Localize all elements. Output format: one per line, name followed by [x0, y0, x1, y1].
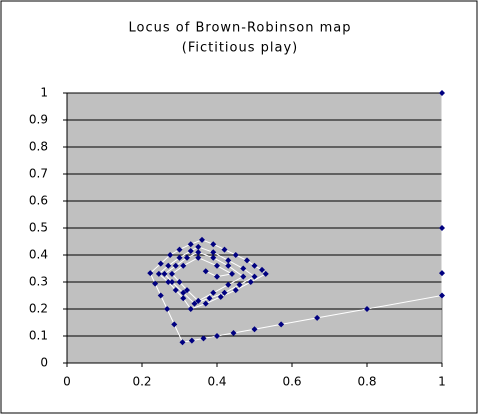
point — [169, 270, 175, 277]
y-tick-label: 1 — [40, 86, 48, 100]
point — [214, 333, 220, 339]
point — [191, 300, 198, 307]
point — [157, 260, 164, 267]
point — [155, 270, 162, 277]
y-tick-label: 0.6 — [29, 194, 48, 208]
point — [262, 270, 269, 277]
point — [184, 287, 190, 294]
point — [176, 246, 183, 253]
point — [278, 321, 285, 328]
point — [161, 270, 168, 277]
point — [251, 273, 258, 280]
y-tick-label: 0.5 — [29, 221, 48, 235]
point — [195, 243, 202, 250]
point — [259, 266, 265, 273]
point — [152, 280, 159, 287]
point — [439, 292, 445, 299]
point — [195, 297, 202, 304]
point — [439, 270, 445, 277]
x-tick-label: 0.2 — [132, 375, 151, 389]
point — [229, 270, 235, 277]
x-tick-label: 1 — [438, 375, 446, 389]
point — [202, 268, 209, 275]
point — [200, 335, 207, 342]
point — [439, 225, 445, 231]
point — [314, 314, 321, 321]
point — [210, 289, 217, 296]
point — [225, 262, 232, 269]
point — [202, 300, 209, 307]
point — [210, 241, 217, 248]
y-tick-label: 0.7 — [29, 167, 48, 181]
point — [199, 236, 205, 243]
y-tick-label: 0.9 — [29, 113, 48, 127]
point — [244, 257, 250, 264]
point — [180, 295, 187, 302]
chart-subtitle: (Fictitious play) — [182, 41, 298, 56]
y-tick-label: 0.2 — [29, 302, 48, 316]
point — [236, 281, 243, 288]
x-tick-label: 0 — [63, 375, 71, 389]
point — [364, 306, 370, 312]
point — [221, 246, 228, 253]
point — [225, 281, 232, 288]
point — [247, 279, 254, 285]
point — [214, 262, 220, 269]
y-tick-label: 0.3 — [29, 275, 48, 289]
point — [225, 257, 232, 264]
point — [214, 273, 220, 280]
y-tick-label: 0 — [40, 356, 48, 370]
point — [165, 279, 172, 285]
point — [176, 279, 183, 285]
point — [230, 330, 237, 337]
point — [240, 265, 247, 272]
point — [221, 289, 228, 296]
point — [206, 295, 213, 302]
point — [251, 326, 258, 333]
y-tick-label: 0.1 — [29, 329, 48, 343]
point — [210, 254, 217, 261]
point — [187, 247, 194, 254]
y-tick-label: 0.4 — [29, 248, 48, 262]
point — [195, 254, 202, 261]
point — [169, 279, 175, 285]
point — [195, 249, 202, 256]
point — [232, 252, 239, 258]
point — [176, 254, 183, 261]
point — [217, 293, 224, 300]
point — [165, 262, 172, 269]
point — [147, 270, 154, 277]
y-tick-label: 0.8 — [29, 140, 48, 154]
point — [210, 249, 217, 256]
point — [164, 306, 171, 312]
point — [167, 252, 174, 258]
point — [187, 306, 194, 312]
x-tick-label: 0.6 — [282, 375, 301, 389]
x-tick-label: 0.4 — [207, 375, 226, 389]
point — [172, 287, 179, 294]
point — [172, 262, 179, 269]
point — [180, 289, 187, 296]
point — [179, 339, 186, 346]
point — [180, 262, 187, 269]
point — [171, 321, 178, 328]
x-tick-label: 0.8 — [357, 375, 376, 389]
point — [157, 292, 164, 299]
point — [240, 273, 247, 280]
point — [188, 337, 195, 344]
point — [187, 241, 194, 248]
point — [439, 90, 445, 96]
point — [184, 254, 190, 261]
point — [232, 287, 239, 294]
point — [251, 262, 258, 269]
chart-title: Locus of Brown-Robinson map — [129, 21, 352, 36]
